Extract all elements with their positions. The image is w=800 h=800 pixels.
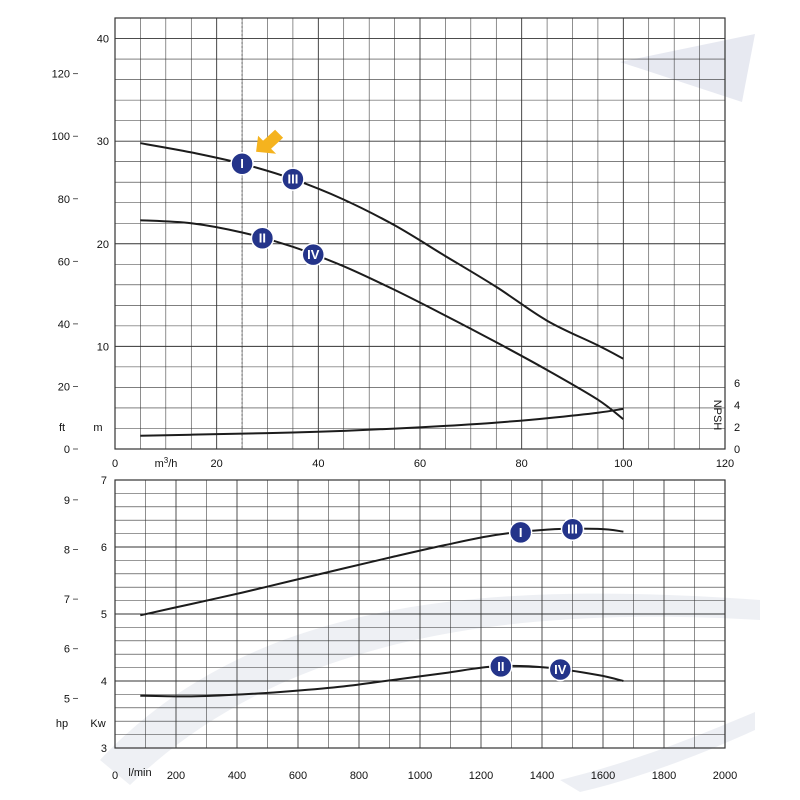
x-tick-m3h: 0 [112, 458, 118, 470]
x-unit-m3h: m3/h [155, 456, 178, 470]
y-tick-hp: 8 [64, 544, 70, 556]
y-unit-kw: Kw [90, 718, 105, 730]
curve-badge-iv: IV [301, 242, 325, 267]
x-tick-m3h: 60 [414, 458, 426, 470]
y-tick-kw: 7 [101, 475, 107, 487]
curve-badge-i: I [230, 151, 254, 176]
curve-badge-iii: III [560, 517, 585, 541]
y-tick-m: 30 [97, 136, 109, 148]
x-tick-lmin: 1400 [530, 770, 554, 782]
curve-badge-iv-circle [301, 242, 325, 267]
curve-badge-iii-circle [281, 167, 305, 191]
y-tick-ft: 80 [58, 194, 70, 206]
x-tick-lmin: 200 [167, 770, 185, 782]
x-unit-lmin: l/min [128, 767, 151, 779]
x-tick-lmin: 1600 [591, 770, 615, 782]
curve-badge-iii-label: III [287, 172, 298, 187]
x-tick-m3h: 120 [716, 458, 734, 470]
y-tick-kw: 4 [101, 676, 107, 688]
y-unit-npsh: NPSH [711, 400, 723, 431]
series-curve-ii [140, 219, 624, 420]
curve-badge-ii-label: II [259, 231, 266, 246]
y-unit-m: m [93, 422, 102, 434]
curve-badge-i-label: I [519, 525, 523, 540]
y-unit-hp: hp [56, 718, 68, 730]
y-tick-kw: 6 [101, 542, 107, 554]
y-tick-ft: 20 [58, 381, 70, 393]
highlight-arrow-icon [256, 129, 284, 154]
y-tick-m: 20 [97, 239, 109, 251]
power-chart: 3 4 5 6 7 5 6 7 8 9 0 200 400 600 800 1000 1200 1400 1600 1… [56, 475, 737, 782]
series-curve-npsh [140, 407, 624, 437]
y-tick-hp: 9 [64, 495, 70, 507]
curve-badge-ii-circle [250, 226, 275, 250]
x-tick-lmin: 400 [228, 770, 246, 782]
x-tick-m3h: 100 [614, 458, 632, 470]
y-tick-npsh: 0 [734, 444, 740, 456]
watermark [100, 34, 760, 792]
curve-badge-ii: II [489, 654, 513, 679]
x-tick-lmin: 800 [350, 770, 368, 782]
y-tick-kw: 3 [101, 743, 107, 755]
x-tick-m3h: 80 [516, 458, 528, 470]
x-tick-lmin: 1800 [652, 770, 676, 782]
x-tick-lmin: 600 [289, 770, 307, 782]
y-tick-npsh: 2 [734, 422, 740, 434]
y-tick-ft: 0 [64, 444, 70, 456]
y-tick-ft: 40 [58, 319, 70, 331]
y-tick-ft: 60 [58, 256, 70, 268]
y-tick-hp: 6 [64, 644, 70, 656]
y-tick-ft: 120 [52, 69, 70, 81]
curve-badge-i-circle [508, 520, 533, 545]
y-tick-kw: 5 [101, 609, 107, 621]
curve-badge-iv: IV [548, 657, 573, 682]
curve-badge-iv-label: IV [307, 247, 320, 262]
x-tick-lmin: 0 [112, 770, 118, 782]
curve-badge-i-circle [230, 151, 254, 176]
y-tick-npsh: 6 [734, 378, 740, 390]
y-tick-hp: 5 [64, 693, 70, 705]
curve-badge-iv-label: IV [554, 662, 567, 677]
y-tick-hp: 7 [64, 594, 70, 606]
y-tick-m: 10 [97, 341, 109, 353]
y-tick-npsh: 4 [734, 400, 740, 412]
curve-badge-iii: III [281, 167, 305, 191]
x-unit-part: /h [168, 458, 177, 470]
curve-badge-ii-circle [489, 654, 513, 679]
curve-badge-iii-label: III [567, 522, 578, 537]
curve-badge-ii: II [250, 226, 275, 250]
x-tick-lmin: 1000 [408, 770, 432, 782]
curve-badge-i: I [508, 520, 533, 545]
curve-badge-i-label: I [240, 156, 244, 171]
y-unit-ft: ft [59, 422, 65, 434]
y-tick-ft: 100 [52, 131, 70, 143]
x-tick-m3h: 40 [312, 458, 324, 470]
curve-badge-iii-circle [560, 517, 585, 541]
x-unit-superscript: 3 [164, 456, 169, 465]
x-unit-part: m [155, 458, 164, 470]
curve-badge-iv-circle [548, 657, 573, 682]
curve-badge-ii-label: II [497, 659, 504, 674]
x-tick-m3h: 20 [211, 458, 223, 470]
y-tick-m: 40 [97, 34, 109, 46]
series-curve-i [140, 142, 624, 360]
x-tick-lmin: 2000 [713, 770, 737, 782]
x-tick-lmin: 1200 [469, 770, 493, 782]
